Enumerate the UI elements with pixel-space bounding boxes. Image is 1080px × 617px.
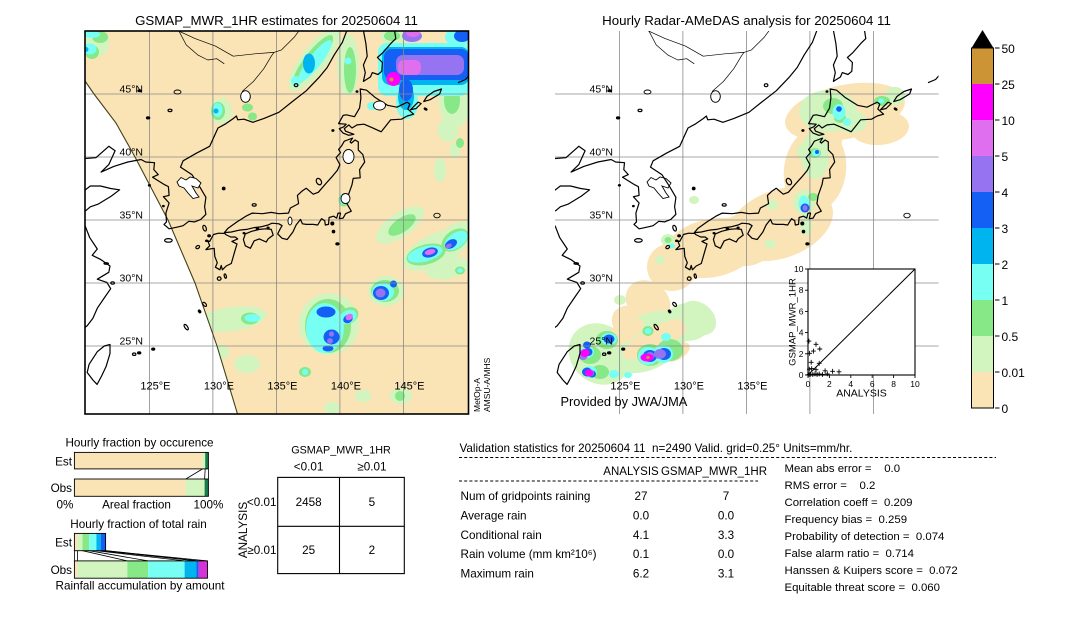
svg-text:Correlation coeff = 0.209: Correlation coeff = 0.209: [785, 497, 913, 509]
svg-text:0%: 0%: [57, 499, 74, 512]
svg-text:<0.01: <0.01: [247, 496, 277, 509]
svg-text:Mean abs error = 0.0: Mean abs error = 0.0: [785, 463, 901, 475]
svg-text:Areal fraction: Areal fraction: [102, 499, 171, 512]
svg-text:50: 50: [1002, 42, 1016, 56]
svg-text:100%: 100%: [193, 499, 223, 512]
svg-text:45°N: 45°N: [590, 84, 613, 96]
svg-text:8: 8: [891, 379, 896, 389]
svg-text:ANALYSIS: ANALYSIS: [603, 466, 659, 478]
svg-text:≥0.01: ≥0.01: [247, 544, 276, 557]
svg-text:Frequency bias = 0.259: Frequency bias = 0.259: [785, 514, 908, 526]
svg-text:35°N: 35°N: [590, 210, 613, 222]
svg-text:False alarm ratio = 0.714: False alarm ratio = 0.714: [785, 548, 914, 560]
svg-text:<0.01: <0.01: [294, 461, 324, 474]
svg-text:Maximum rain: Maximum rain: [461, 568, 534, 581]
svg-text:25°N: 25°N: [120, 336, 143, 348]
svg-text:10: 10: [794, 264, 804, 274]
svg-text:2: 2: [1002, 258, 1009, 272]
svg-text:140°E: 140°E: [331, 381, 361, 393]
svg-text:Obs: Obs: [51, 482, 73, 495]
svg-text:Num of gridpoints raining: Num of gridpoints raining: [461, 490, 591, 503]
svg-text:Est: Est: [55, 537, 73, 550]
svg-text:0.1: 0.1: [633, 548, 649, 561]
svg-text:27: 27: [634, 490, 647, 503]
svg-text:4: 4: [1002, 186, 1009, 200]
svg-text:2: 2: [799, 349, 804, 359]
svg-text:25: 25: [1002, 78, 1016, 92]
svg-text:145°E: 145°E: [394, 381, 424, 393]
svg-text:125°E: 125°E: [140, 381, 170, 393]
svg-text:Rainfall accumulation by amoun: Rainfall accumulation by amount: [56, 580, 226, 593]
svg-text:130°E: 130°E: [674, 381, 704, 393]
svg-text:2: 2: [827, 379, 832, 389]
svg-text:GSMAP_MWR_1HR: GSMAP_MWR_1HR: [291, 445, 391, 457]
svg-text:0.5: 0.5: [1002, 330, 1019, 344]
svg-text:Hourly Radar-AMeDAS analysis f: Hourly Radar-AMeDAS analysis for 2025060…: [602, 13, 891, 28]
svg-text:4: 4: [848, 379, 853, 389]
svg-text:0: 0: [1002, 402, 1009, 416]
svg-text:8: 8: [799, 285, 804, 295]
svg-text:GSMAP_MWR_1HR estimates for 20: GSMAP_MWR_1HR estimates for 20250604 11: [135, 13, 418, 28]
svg-text:Average rain: Average rain: [461, 509, 527, 522]
svg-text:130°E: 130°E: [204, 381, 234, 393]
svg-text:0.0: 0.0: [633, 509, 650, 522]
svg-text:Rain volume (mm km²10⁶): Rain volume (mm km²10⁶): [461, 548, 597, 561]
svg-text:ANALYSIS: ANALYSIS: [836, 388, 887, 400]
svg-text:Hourly fraction of total rain: Hourly fraction of total rain: [70, 518, 206, 531]
svg-text:Probability of detection = 0.: Probability of detection = 0.074: [785, 531, 945, 543]
svg-text:Hanssen & Kuipers score = 0.0: Hanssen & Kuipers score = 0.072: [785, 565, 958, 577]
svg-text:GSMAP_MWR_1HR: GSMAP_MWR_1HR: [661, 466, 767, 478]
svg-text:Validation statistics for 2025: Validation statistics for 20250604 11 n=…: [460, 442, 853, 455]
svg-text:7: 7: [723, 490, 730, 503]
svg-text:125°E: 125°E: [610, 381, 640, 393]
svg-text:Provided by JWA/JMA: Provided by JWA/JMA: [561, 394, 688, 409]
svg-text:0: 0: [799, 370, 804, 380]
svg-text:0.01: 0.01: [1002, 366, 1026, 380]
svg-text:RMS error = 0.2: RMS error = 0.2: [785, 480, 876, 492]
svg-text:30°N: 30°N: [120, 273, 143, 285]
svg-text:3.3: 3.3: [718, 529, 734, 542]
svg-text:≥0.01: ≥0.01: [357, 461, 386, 474]
svg-text:0.0: 0.0: [718, 548, 735, 561]
svg-text:10: 10: [910, 379, 920, 389]
svg-text:Hourly fraction by occurence: Hourly fraction by occurence: [65, 437, 213, 450]
svg-text:35°N: 35°N: [120, 210, 143, 222]
svg-text:6: 6: [799, 306, 804, 316]
svg-text:40°N: 40°N: [120, 147, 143, 159]
svg-text:2: 2: [369, 544, 376, 557]
svg-text:5: 5: [369, 496, 376, 509]
svg-text:MetOp-A: MetOp-A: [472, 378, 482, 412]
svg-text:10: 10: [1002, 114, 1016, 128]
svg-text:4: 4: [799, 328, 804, 338]
svg-text:1: 1: [1002, 294, 1009, 308]
svg-text:25°N: 25°N: [590, 336, 613, 348]
svg-text:4.1: 4.1: [633, 529, 649, 542]
svg-text:Equitable threat score = 0.06: Equitable threat score = 0.060: [785, 582, 940, 594]
svg-text:AMSU-A/MHS: AMSU-A/MHS: [482, 357, 492, 412]
svg-text:2458: 2458: [296, 496, 322, 509]
svg-text:ANALYSIS: ANALYSIS: [237, 502, 250, 559]
svg-text:135°E: 135°E: [737, 381, 767, 393]
svg-text:0: 0: [806, 379, 811, 389]
svg-text:30°N: 30°N: [590, 273, 613, 285]
svg-text:45°N: 45°N: [120, 84, 143, 96]
svg-text:40°N: 40°N: [590, 147, 613, 159]
svg-text:135°E: 135°E: [267, 381, 297, 393]
svg-text:GSMAP_MWR_1HR: GSMAP_MWR_1HR: [788, 278, 799, 366]
svg-text:6.2: 6.2: [633, 568, 649, 581]
svg-text:Obs: Obs: [51, 564, 73, 577]
svg-text:Conditional rain: Conditional rain: [461, 529, 542, 542]
svg-text:0.0: 0.0: [718, 509, 735, 522]
svg-text:3: 3: [1002, 222, 1009, 236]
svg-text:Est: Est: [55, 456, 73, 469]
svg-text:3.1: 3.1: [718, 568, 734, 581]
svg-text:5: 5: [1002, 150, 1009, 164]
svg-text:25: 25: [302, 544, 316, 557]
svg-text:6: 6: [870, 379, 875, 389]
